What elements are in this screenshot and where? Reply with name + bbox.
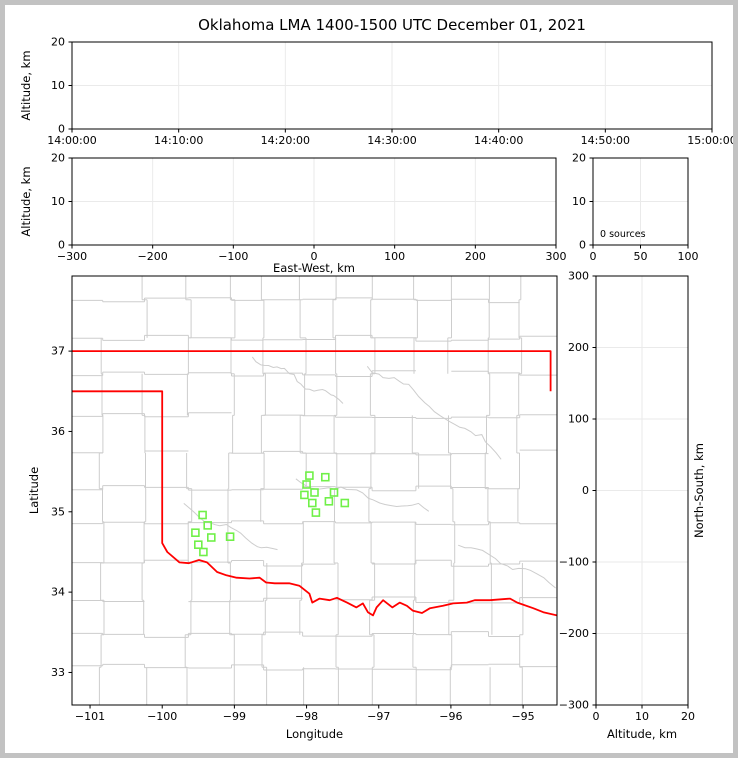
- y-tick-label: 37: [51, 345, 65, 358]
- x-tick-label: −95: [511, 710, 534, 723]
- x-tick-label: 14:40:00: [474, 134, 523, 147]
- lma-station-marker: [225, 532, 235, 542]
- y-tick-label: 10: [572, 195, 586, 208]
- x-tick-label: −98: [295, 710, 318, 723]
- y-tick-label: 10: [51, 79, 65, 92]
- figure-title: Oklahoma LMA 1400-1500 UTC December 01, …: [198, 16, 586, 34]
- y-tick-label: 36: [51, 425, 65, 438]
- x-tick-label: 200: [465, 250, 486, 263]
- panel-alt-vs-time: 14:00:00 14:10:00 14:20:00 14:30:00 14:40:00…: [19, 36, 733, 148]
- x-tick-label: −97: [367, 710, 390, 723]
- y-tick-label: 33: [51, 666, 65, 679]
- oklahoma-state-border: [72, 390, 557, 617]
- y-axis-label: Altitude, km: [19, 50, 33, 120]
- panel-map: −101 −100 −99 −98 −97 −96 −95 33 34 35 36 37 Longitu…: [27, 275, 558, 741]
- lma-station-marker: [191, 528, 200, 538]
- x-tick-label: −99: [223, 710, 246, 723]
- y-axis-label-right: North-South, km: [692, 443, 706, 538]
- y-tick-label: 35: [51, 505, 65, 518]
- oklahoma-state-border: [72, 350, 552, 392]
- lma-stations: [191, 471, 350, 557]
- x-tick-label: 100: [384, 250, 405, 263]
- lma-station-marker: [320, 472, 330, 482]
- x-tick-label: 300: [546, 250, 567, 263]
- lma-station-marker: [207, 533, 216, 542]
- x-axis-label: Altitude, km: [607, 727, 677, 741]
- y-tick-label: 0: [579, 239, 586, 252]
- x-axis-label: East-West, km: [273, 261, 355, 275]
- x-axis-label: Longitude: [286, 727, 343, 741]
- lma-station-marker: [300, 490, 309, 500]
- lma-station-marker: [203, 521, 212, 530]
- y-tick-label: 20: [572, 152, 586, 165]
- river-lines: [183, 356, 556, 589]
- x-tick-label: 10: [635, 710, 649, 723]
- x-tick-label: −100: [147, 710, 177, 723]
- x-tick-label: 100: [678, 250, 699, 263]
- y-tick-label: 100: [568, 413, 589, 426]
- x-tick-label: −200: [138, 250, 168, 263]
- y-tick-label: 10: [51, 195, 65, 208]
- x-tick-label: 0: [311, 250, 318, 263]
- lma-station-marker: [194, 540, 203, 550]
- y-tick-label: 0: [58, 239, 65, 252]
- lma-station-marker: [198, 510, 207, 520]
- x-tick-label: 50: [634, 250, 648, 263]
- x-tick-label: 0: [593, 710, 600, 723]
- lma-station-marker: [307, 498, 317, 508]
- y-tick-label: 20: [51, 152, 65, 165]
- x-tick-label: 0: [590, 250, 597, 263]
- y-tick-label: −300: [559, 699, 589, 712]
- lma-station-marker: [311, 508, 321, 517]
- y-axis-label: Latitude: [27, 467, 41, 514]
- x-tick-label: 15:00:00: [687, 134, 733, 147]
- x-tick-label: 14:00:00: [47, 134, 96, 147]
- panel-alt-vs-eastwest: −300 −200 −100 0 100 200 300 0 10 20 East-West, km…: [19, 152, 567, 276]
- panel-source-histogram: 0 50 100 0 10 20 0 sources: [572, 152, 699, 264]
- lma-station-marker: [310, 488, 319, 497]
- lma-station-marker: [302, 480, 311, 489]
- x-tick-label: 14:20:00: [261, 134, 310, 147]
- y-tick-label: 0: [58, 123, 65, 136]
- x-tick-label: −100: [218, 250, 248, 263]
- x-tick-label: 14:10:00: [154, 134, 203, 147]
- panel-ns-vs-alt: 0 10 20 −300 −200 −100 0 100 200 300 Altitude, km N…: [559, 270, 706, 742]
- figure-canvas: Oklahoma LMA 1400-1500 UTC December 01, …: [5, 5, 733, 753]
- lma-station-marker: [305, 471, 314, 480]
- lma-station-marker: [324, 496, 334, 506]
- lma-station-marker: [329, 488, 339, 497]
- y-tick-label: −200: [559, 627, 589, 640]
- x-tick-label: −96: [439, 710, 462, 723]
- map-layers: [72, 276, 557, 705]
- y-tick-label: 200: [568, 341, 589, 354]
- y-axis-label: Altitude, km: [19, 166, 33, 236]
- x-tick-label: 20: [681, 710, 695, 723]
- county-lines: [72, 276, 557, 705]
- lma-figure: 14:00:00 14:10:00 14:20:00 14:30:00 14:40:00…: [19, 36, 733, 742]
- y-tick-label: −100: [559, 556, 589, 569]
- y-tick-label: 20: [51, 36, 65, 49]
- lma-station-marker: [340, 498, 350, 508]
- y-tick-label: 0: [582, 484, 589, 497]
- plot-area-border: [71, 275, 558, 706]
- x-tick-label: 14:50:00: [581, 134, 630, 147]
- x-tick-label: −300: [57, 250, 87, 263]
- y-tick-label: 300: [568, 270, 589, 283]
- lma-station-marker: [199, 547, 208, 557]
- x-tick-label: 14:30:00: [367, 134, 416, 147]
- sources-count-annotation: 0 sources: [600, 229, 646, 240]
- y-tick-label: 34: [51, 586, 65, 599]
- x-tick-label: −101: [75, 710, 105, 723]
